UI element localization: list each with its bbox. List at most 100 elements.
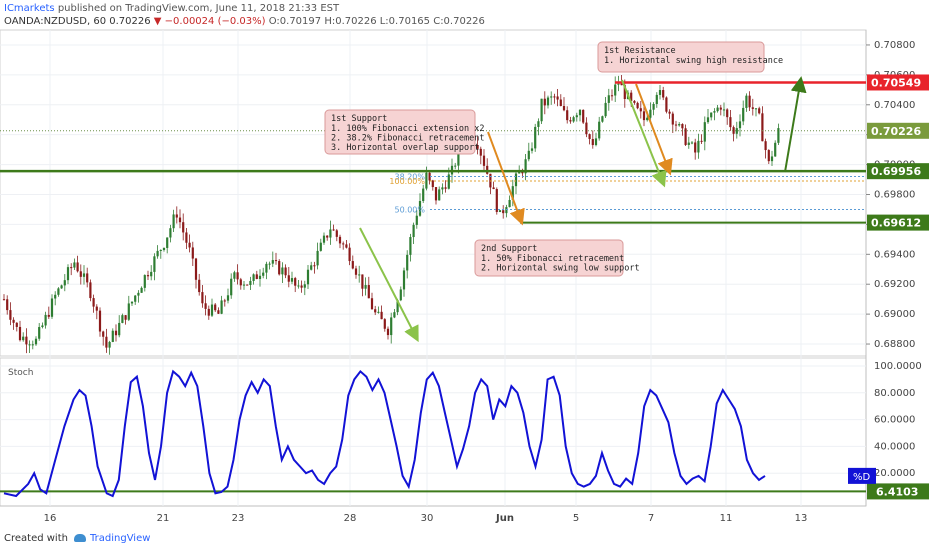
- candle-body: [668, 111, 671, 114]
- candle-body: [182, 222, 185, 233]
- candle-body: [60, 285, 63, 289]
- candle-body: [409, 237, 412, 255]
- candle-body: [287, 275, 290, 282]
- orange-projection-arrow: [487, 131, 525, 226]
- candle-body: [329, 229, 332, 238]
- candle-body: [284, 267, 287, 276]
- time-tick-label: 7: [648, 513, 654, 524]
- candle-body: [767, 150, 770, 162]
- candle-body: [297, 285, 300, 287]
- candle-body: [774, 142, 777, 157]
- candle-body: [57, 288, 60, 295]
- candle-body: [223, 300, 226, 302]
- candle-body: [700, 140, 703, 142]
- candle-body: [79, 271, 82, 277]
- candle-body: [537, 121, 540, 127]
- candle-body: [226, 295, 230, 301]
- candle-body: [121, 315, 124, 323]
- candle-body: [242, 284, 246, 286]
- candle-body: [665, 97, 668, 112]
- price-tick-label: 0.68800: [874, 339, 915, 350]
- candle-body: [671, 113, 674, 125]
- candle-body: [15, 322, 18, 327]
- candle-body: [719, 107, 722, 110]
- candle-body: [754, 108, 758, 110]
- candle-body: [540, 98, 543, 122]
- candle-body: [153, 256, 156, 272]
- candle-body: [738, 121, 742, 129]
- candle-body: [255, 274, 258, 279]
- stoch-pane[interactable]: [0, 357, 867, 507]
- price-tick-label: 0.69800: [874, 189, 915, 200]
- stoch-label: Stoch: [8, 368, 33, 378]
- time-tick-label: 16: [44, 513, 57, 524]
- stoch-series-label: %D: [853, 472, 871, 483]
- candle-body: [364, 285, 367, 289]
- candle-body: [393, 312, 396, 318]
- candle-body: [332, 229, 335, 231]
- candle-body: [105, 336, 108, 348]
- candle-body: [162, 247, 166, 250]
- candle-body: [527, 150, 530, 160]
- orange-projection-arrow: [635, 83, 673, 176]
- candle-body: [601, 116, 604, 122]
- candle-body: [652, 103, 655, 110]
- stoch-series-tag: [848, 467, 876, 484]
- annotation-title: 1st Resistance: [604, 46, 676, 56]
- candle-body: [18, 326, 22, 341]
- candle-body: [38, 327, 41, 339]
- candle-body: [367, 285, 370, 299]
- candle-body: [402, 270, 406, 290]
- candle-body: [508, 199, 511, 208]
- candle-body: [194, 258, 198, 280]
- candle-body: [41, 325, 44, 328]
- support1-price-tag-label: 0.69956: [871, 165, 921, 178]
- candle-body: [630, 92, 633, 101]
- candle-body: [345, 244, 348, 248]
- candle-body: [89, 282, 92, 299]
- candle-body: [694, 142, 697, 153]
- tradingview-link[interactable]: TradingView: [74, 533, 150, 544]
- stoch-tick-label: 40.0000: [874, 441, 915, 452]
- candle-body: [476, 145, 479, 149]
- candle-body: [518, 171, 521, 174]
- candle-body: [130, 301, 134, 304]
- candle-body: [438, 189, 441, 201]
- candle-body: [140, 287, 143, 293]
- candle-body: [150, 271, 153, 277]
- tradingview-brand: TradingView: [90, 533, 151, 544]
- candle-body: [73, 262, 76, 268]
- candle-body: [598, 121, 601, 139]
- candle-body: [233, 272, 236, 279]
- annotation-box: [597, 41, 765, 73]
- candle-body: [777, 128, 780, 143]
- candle-body: [425, 172, 428, 189]
- candle-body: [703, 122, 706, 142]
- fibonacci-lines: 38.20%100.00% 50.00%: [389, 173, 866, 214]
- annotation-box: [474, 239, 624, 277]
- candle-body: [530, 148, 534, 151]
- candle-body: [550, 96, 553, 98]
- candle-body: [681, 124, 684, 129]
- publisher-link[interactable]: ICmarkets: [4, 3, 55, 14]
- last-price-tag: [867, 122, 929, 139]
- candle-body: [281, 267, 284, 275]
- candle-body: [66, 267, 70, 281]
- publish-line: ICmarkets published on TradingView.com, …: [4, 3, 339, 15]
- candle-body: [649, 109, 652, 118]
- candle-body: [706, 117, 710, 123]
- candle-body: [745, 95, 748, 108]
- candle-body: [434, 187, 438, 201]
- time-tick-label: Jun: [495, 513, 514, 524]
- symbol-label[interactable]: OANDA:NZDUSD, 60: [4, 16, 107, 27]
- annotation-line: 1. 100% Fibonacci extension x2: [331, 124, 485, 134]
- candle-body: [386, 328, 390, 336]
- time-tick-label: 5: [573, 513, 579, 524]
- stoch-tick-label: 20.0000: [874, 468, 915, 479]
- candle-body: [396, 300, 399, 313]
- candle-body: [268, 263, 271, 265]
- time-tick-label: 30: [421, 513, 434, 524]
- candle-body: [646, 117, 649, 121]
- candle-body: [422, 188, 425, 202]
